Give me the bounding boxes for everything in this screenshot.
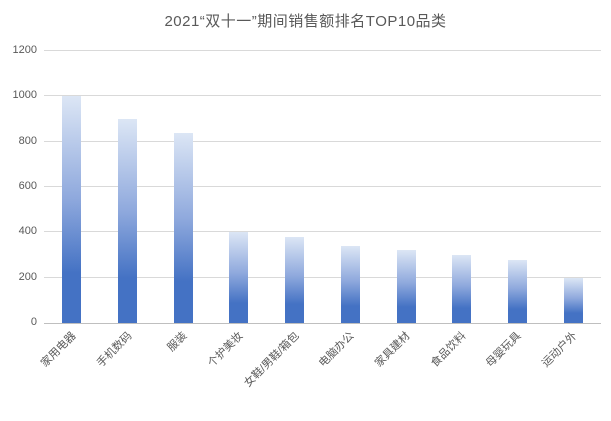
y-tick-label: 1000	[12, 89, 37, 102]
x-tick-label: 家用电器	[38, 330, 79, 370]
bar-8	[452, 255, 472, 323]
bar-3	[173, 132, 193, 323]
bar-6	[340, 245, 360, 323]
gridline	[44, 95, 601, 97]
bar-2	[118, 119, 138, 323]
x-tick-label: 家具建材	[372, 330, 413, 370]
bar-10	[563, 277, 583, 323]
x-tick-label: 食品饮料	[428, 330, 469, 370]
y-tick-label: 1200	[12, 44, 37, 56]
bar-7	[396, 250, 416, 323]
gridline	[44, 50, 601, 51]
y-tick-label: 400	[18, 225, 37, 238]
y-tick-label: 0	[30, 316, 37, 328]
y-tick-label: 600	[18, 180, 37, 192]
gridline	[44, 231, 601, 233]
x-tick-label: 手机数码	[94, 330, 135, 370]
plot-area	[44, 50, 601, 324]
y-tick-label: 800	[18, 134, 37, 147]
bar-5	[285, 236, 305, 323]
y-tick-label: 200	[18, 270, 37, 283]
x-tick-label: 个护美妆	[205, 330, 246, 370]
gridline	[44, 276, 601, 278]
x-axis-line	[44, 323, 601, 324]
x-tick-label: 运动户外	[540, 330, 580, 370]
x-tick-label: 服装	[165, 330, 190, 355]
x-tick-label: 电脑办公	[317, 330, 357, 370]
bar-4	[229, 232, 249, 323]
bar-9	[507, 259, 527, 323]
bar-1	[62, 96, 82, 323]
x-tick-label: 母婴玩具	[484, 330, 524, 370]
gridline	[44, 186, 601, 187]
x-tick-label: 女鞋/男鞋/箱包	[241, 330, 302, 390]
chart-title: 2021“双十一”期间销售额排名TOP10品类	[164, 13, 447, 30]
gridline	[44, 140, 601, 142]
